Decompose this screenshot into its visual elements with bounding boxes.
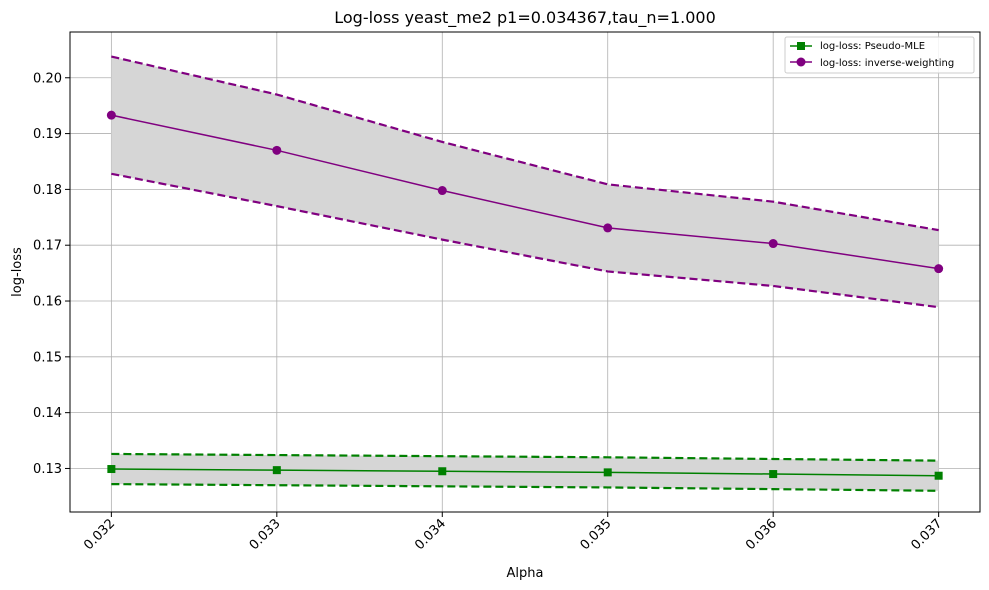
bound-lines: [111, 55, 939, 492]
series-0-point: [438, 467, 447, 476]
series-0-lower-bound: [111, 482, 939, 492]
x-axis-label: Alpha: [507, 566, 544, 581]
series-0-point: [769, 470, 778, 479]
series-0-point: [107, 465, 116, 474]
y-tick-label: 0.13: [33, 462, 62, 477]
legend-box: [784, 36, 975, 74]
series-1-point: [768, 239, 778, 249]
series-0-point: [603, 468, 612, 477]
plot-frame: [69, 31, 981, 513]
y-axis-label: log-loss: [10, 247, 25, 297]
x-tick-label: 0.037: [909, 516, 946, 553]
legend-inverse-weighting-marker: [796, 57, 806, 67]
series-1-point: [272, 145, 282, 155]
series-markers: [106, 110, 944, 480]
legend-pseudo-mle-label: log-loss: Pseudo-MLE: [820, 41, 925, 52]
series-1-upper-bound: [111, 55, 939, 232]
series-1-point: [106, 110, 116, 120]
chart-title: Log-loss yeast_me2 p1=0.034367,tau_n=1.0…: [334, 8, 716, 28]
series-0-point: [934, 471, 943, 480]
legend-inverse-weighting-label: log-loss: inverse-weighting: [820, 58, 954, 69]
x-axis-ticks: 0.032 0.033 0.034 0.035 0.036 0.037: [81, 512, 945, 553]
series-1-point: [934, 264, 944, 274]
series-1-lower-bound: [111, 172, 939, 309]
series-1-point: [603, 223, 613, 233]
y-tick-label: 0.17: [33, 239, 62, 254]
y-tick-label: 0.16: [33, 295, 62, 310]
x-tick-label: 0.036: [743, 516, 780, 553]
y-tick-label: 0.20: [33, 71, 62, 86]
y-tick-label: 0.14: [33, 406, 62, 421]
series-1-band: [111, 56, 939, 308]
x-tick-label: 0.034: [412, 516, 449, 553]
series-lines: [111, 114, 939, 477]
x-tick-label: 0.032: [81, 516, 118, 553]
y-axis-ticks: 0.13 0.14 0.15 0.16 0.17 0.18 0.19 0.20: [33, 71, 70, 477]
legend: log-loss: Pseudo-MLE log-loss: inverse-w…: [784, 36, 975, 74]
series-1-line: [111, 114, 939, 270]
legend-pseudo-mle-marker: [797, 42, 805, 50]
series-0-point: [272, 466, 281, 475]
y-tick-label: 0.15: [33, 350, 62, 365]
series-0-upper-bound: [111, 452, 939, 462]
x-tick-label: 0.035: [578, 516, 615, 553]
x-tick-label: 0.033: [247, 516, 284, 553]
series-0-line: [111, 468, 939, 477]
series-1-point: [437, 186, 447, 196]
y-tick-label: 0.19: [33, 127, 62, 142]
y-tick-label: 0.18: [33, 183, 62, 198]
